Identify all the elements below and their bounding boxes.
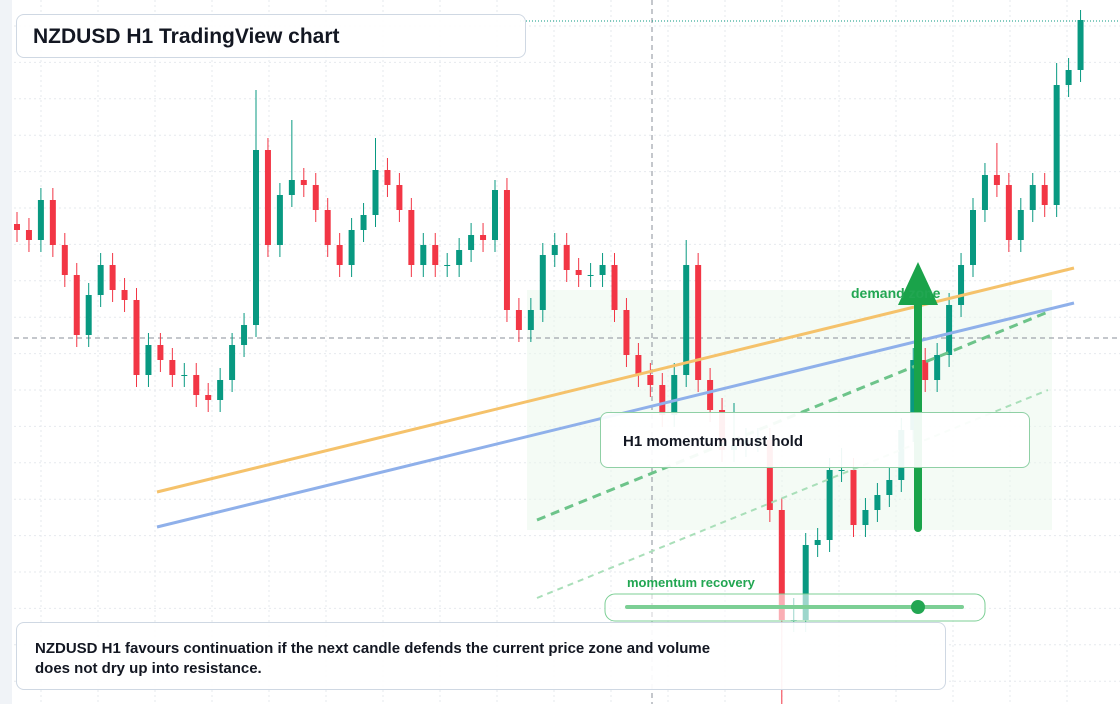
candle-body: [1029, 185, 1036, 210]
candle-body: [647, 375, 654, 385]
candle-body: [300, 180, 307, 185]
candle-body: [205, 395, 212, 400]
candle-body: [826, 470, 833, 540]
candle-body: [193, 375, 200, 395]
candle-body: [25, 230, 32, 240]
candle-body: [73, 275, 80, 335]
trend-green-faint: [536, 389, 1049, 599]
candle-body: [1053, 85, 1060, 205]
candle-body: [169, 360, 176, 375]
left-strip: [0, 0, 12, 704]
candle-body: [372, 170, 379, 215]
candle-body: [444, 265, 451, 266]
candle-body: [671, 375, 678, 415]
hold-callout: H1 momentum must hold: [600, 412, 1030, 468]
candle-body: [229, 345, 236, 380]
candle-body: [993, 175, 1000, 185]
candle-body: [611, 265, 618, 310]
chart-title: NZDUSD H1 TradingView chart: [16, 14, 526, 58]
candle-body: [49, 200, 56, 245]
candle-body: [778, 510, 785, 620]
candle-body: [970, 210, 976, 265]
candle-body: [1041, 185, 1048, 205]
candle-body: [814, 540, 821, 545]
candle-body: [683, 265, 690, 375]
candle-body: [396, 185, 403, 210]
candle-body: [408, 210, 415, 265]
candle-body: [766, 440, 773, 510]
candle-body: [1077, 20, 1084, 70]
candle-body: [1065, 70, 1072, 85]
candle-body: [934, 355, 941, 380]
candle-body: [503, 190, 510, 310]
candle-body: [264, 150, 271, 245]
candle-body: [635, 355, 642, 375]
note-box: NZDUSD H1 favours continuation if the ne…: [16, 622, 946, 690]
candle-body: [384, 170, 391, 185]
candle-body: [922, 360, 929, 380]
candle-body: [1017, 210, 1024, 240]
slider-knob: [911, 600, 925, 614]
candle-body: [802, 545, 809, 620]
candle-body: [97, 265, 104, 295]
candle-body: [145, 345, 152, 375]
candle-body: [133, 300, 140, 375]
candle-body: [539, 255, 546, 310]
candle-body: [874, 495, 881, 510]
candle-body: [958, 265, 965, 305]
candle-body: [910, 360, 917, 430]
candle-body: [981, 175, 988, 210]
candle-body: [276, 195, 283, 245]
note-text: NZDUSD H1 favours continuation if the ne…: [35, 640, 711, 677]
candle-body: [288, 180, 295, 195]
candle-body: [468, 235, 475, 250]
candle-body: [527, 310, 534, 330]
candle-body: [492, 190, 498, 240]
candle-body: [707, 380, 714, 410]
candle-body: [838, 470, 845, 471]
candle-body: [253, 150, 259, 325]
candle-body: [312, 185, 319, 210]
zone: [527, 290, 1052, 530]
candle-body: [217, 380, 224, 400]
candle-body: [14, 224, 20, 230]
candle-body: [61, 245, 68, 275]
candle-body: [157, 345, 164, 360]
candle-body: [456, 250, 463, 265]
candle-body: [551, 245, 558, 255]
candle-body: [420, 245, 427, 265]
candle-body: [336, 245, 343, 265]
candle-body: [623, 310, 630, 355]
candle-body: [360, 215, 367, 230]
candle-body: [659, 385, 666, 415]
candle-body: [575, 270, 582, 275]
recovery-label: momentum recovery: [627, 575, 755, 590]
arrow-head: [898, 262, 938, 305]
candle-body: [599, 265, 606, 275]
demand-label: demand zone: [851, 285, 941, 301]
candle-body: [241, 325, 248, 345]
candle-body: [324, 210, 331, 245]
candle-body: [850, 470, 857, 525]
candles: [14, 10, 1084, 704]
candle-body: [109, 265, 116, 290]
candle-body: [121, 290, 128, 300]
candle-body: [886, 480, 893, 495]
candle-body: [563, 245, 570, 270]
candle-body: [587, 275, 594, 276]
candle-body: [480, 235, 487, 240]
candle-body: [695, 265, 702, 380]
candle-body: [515, 310, 522, 330]
candle-body: [1005, 185, 1012, 240]
candle-body: [348, 230, 355, 265]
candle-body: [862, 510, 869, 525]
candle-body: [85, 295, 92, 335]
candle-body: [946, 305, 953, 355]
candle-body: [37, 200, 44, 240]
candle-body: [181, 375, 188, 376]
candle-body: [432, 245, 439, 265]
